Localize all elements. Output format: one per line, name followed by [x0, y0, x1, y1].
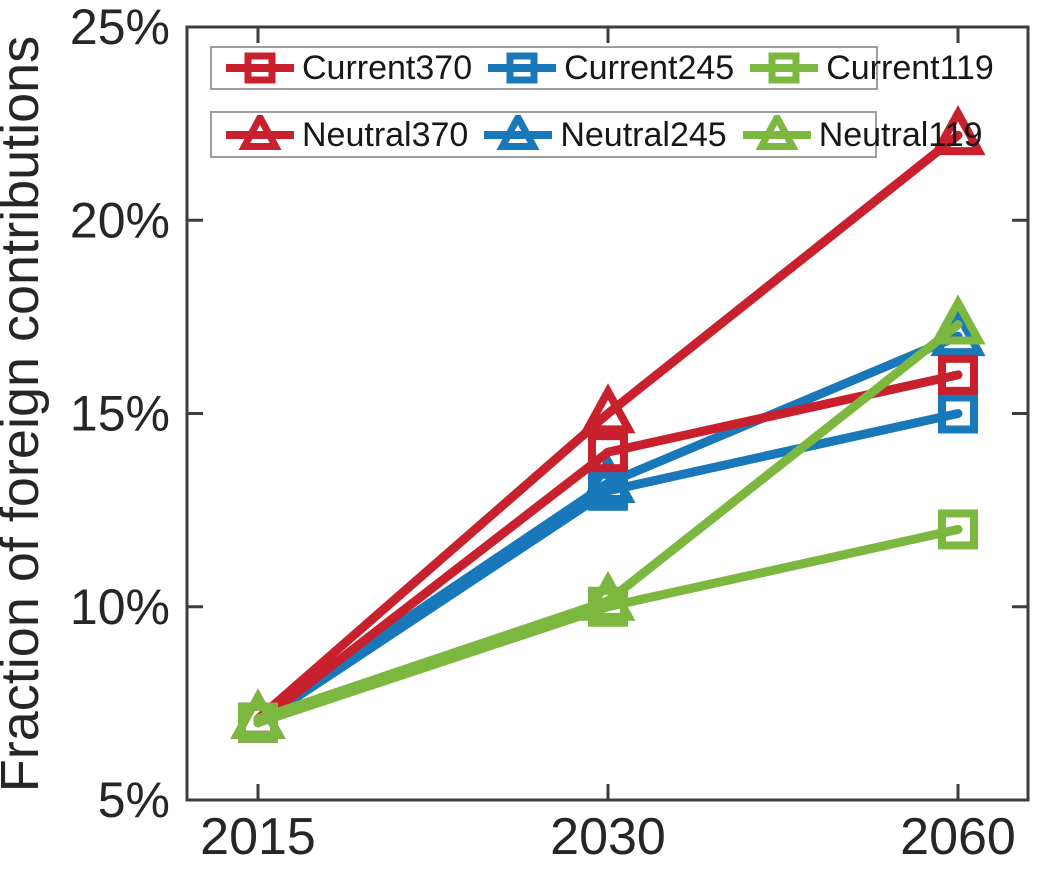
x-tick-label: 2060 [900, 808, 1016, 866]
y-tick-label: 20% [70, 192, 170, 248]
marker-square [588, 432, 628, 473]
triangle-marker-icon [226, 114, 294, 150]
legend-item-current370: Current370 [224, 48, 472, 88]
legend-label: Current119 [826, 49, 994, 87]
series-neutral370 [230, 104, 986, 739]
series-line [253, 130, 963, 724]
legend-current-scenarios: Current370 Current245 Current119 [210, 46, 994, 90]
square-marker-icon [750, 52, 819, 84]
marker-square [938, 393, 978, 434]
marker-triangle [580, 452, 636, 503]
legend-label: Neutral245 [560, 115, 727, 154]
legend-neutral-scenarios: Neutral370 Neutral245 Neutral119 [210, 111, 983, 158]
marker-triangle [238, 114, 282, 150]
marker-square [768, 52, 800, 84]
marker-square [244, 52, 276, 84]
legend-item-neutral119: Neutral119 [741, 114, 983, 155]
marker-square [506, 52, 538, 84]
marker-triangle [230, 688, 286, 739]
legend-label: Neutral119 [818, 115, 983, 154]
series-current119 [238, 509, 978, 743]
triangle-marker-icon [484, 114, 553, 150]
legend-label: Neutral370 [302, 115, 469, 154]
marker-triangle [496, 114, 540, 150]
y-tick-label: 10% [70, 579, 170, 635]
legend-item-current245: Current245 [486, 48, 734, 88]
legend-item-neutral370: Neutral370 [224, 114, 469, 155]
series-neutral119 [230, 294, 986, 739]
triangle-marker-icon [742, 114, 811, 150]
y-axis-label: Fraction of foreign contributions [0, 36, 50, 792]
series-neutral245 [230, 305, 986, 739]
legend-label: Current370 [302, 49, 473, 87]
square-marker-icon [226, 52, 294, 84]
marker-triangle [580, 570, 636, 621]
square-marker-icon [488, 52, 557, 84]
series-line [253, 320, 963, 724]
marker-square [938, 509, 978, 550]
legend-label: Current245 [564, 49, 735, 87]
marker-square [938, 354, 978, 395]
y-tick-label: 25% [70, 0, 170, 55]
series-line [253, 370, 963, 728]
x-tick-label: 2030 [550, 808, 666, 866]
legend-item-neutral245: Neutral245 [482, 114, 727, 155]
marker-triangle [930, 294, 986, 345]
legend-item-current119: Current119 [748, 48, 994, 88]
marker-triangle [930, 104, 986, 156]
x-tick-label: 2015 [200, 808, 316, 866]
marker-triangle [580, 383, 636, 434]
marker-triangle [755, 114, 799, 150]
y-tick-label: 15% [70, 386, 170, 442]
series-line [253, 331, 963, 724]
y-tick-label: 5% [98, 772, 170, 828]
